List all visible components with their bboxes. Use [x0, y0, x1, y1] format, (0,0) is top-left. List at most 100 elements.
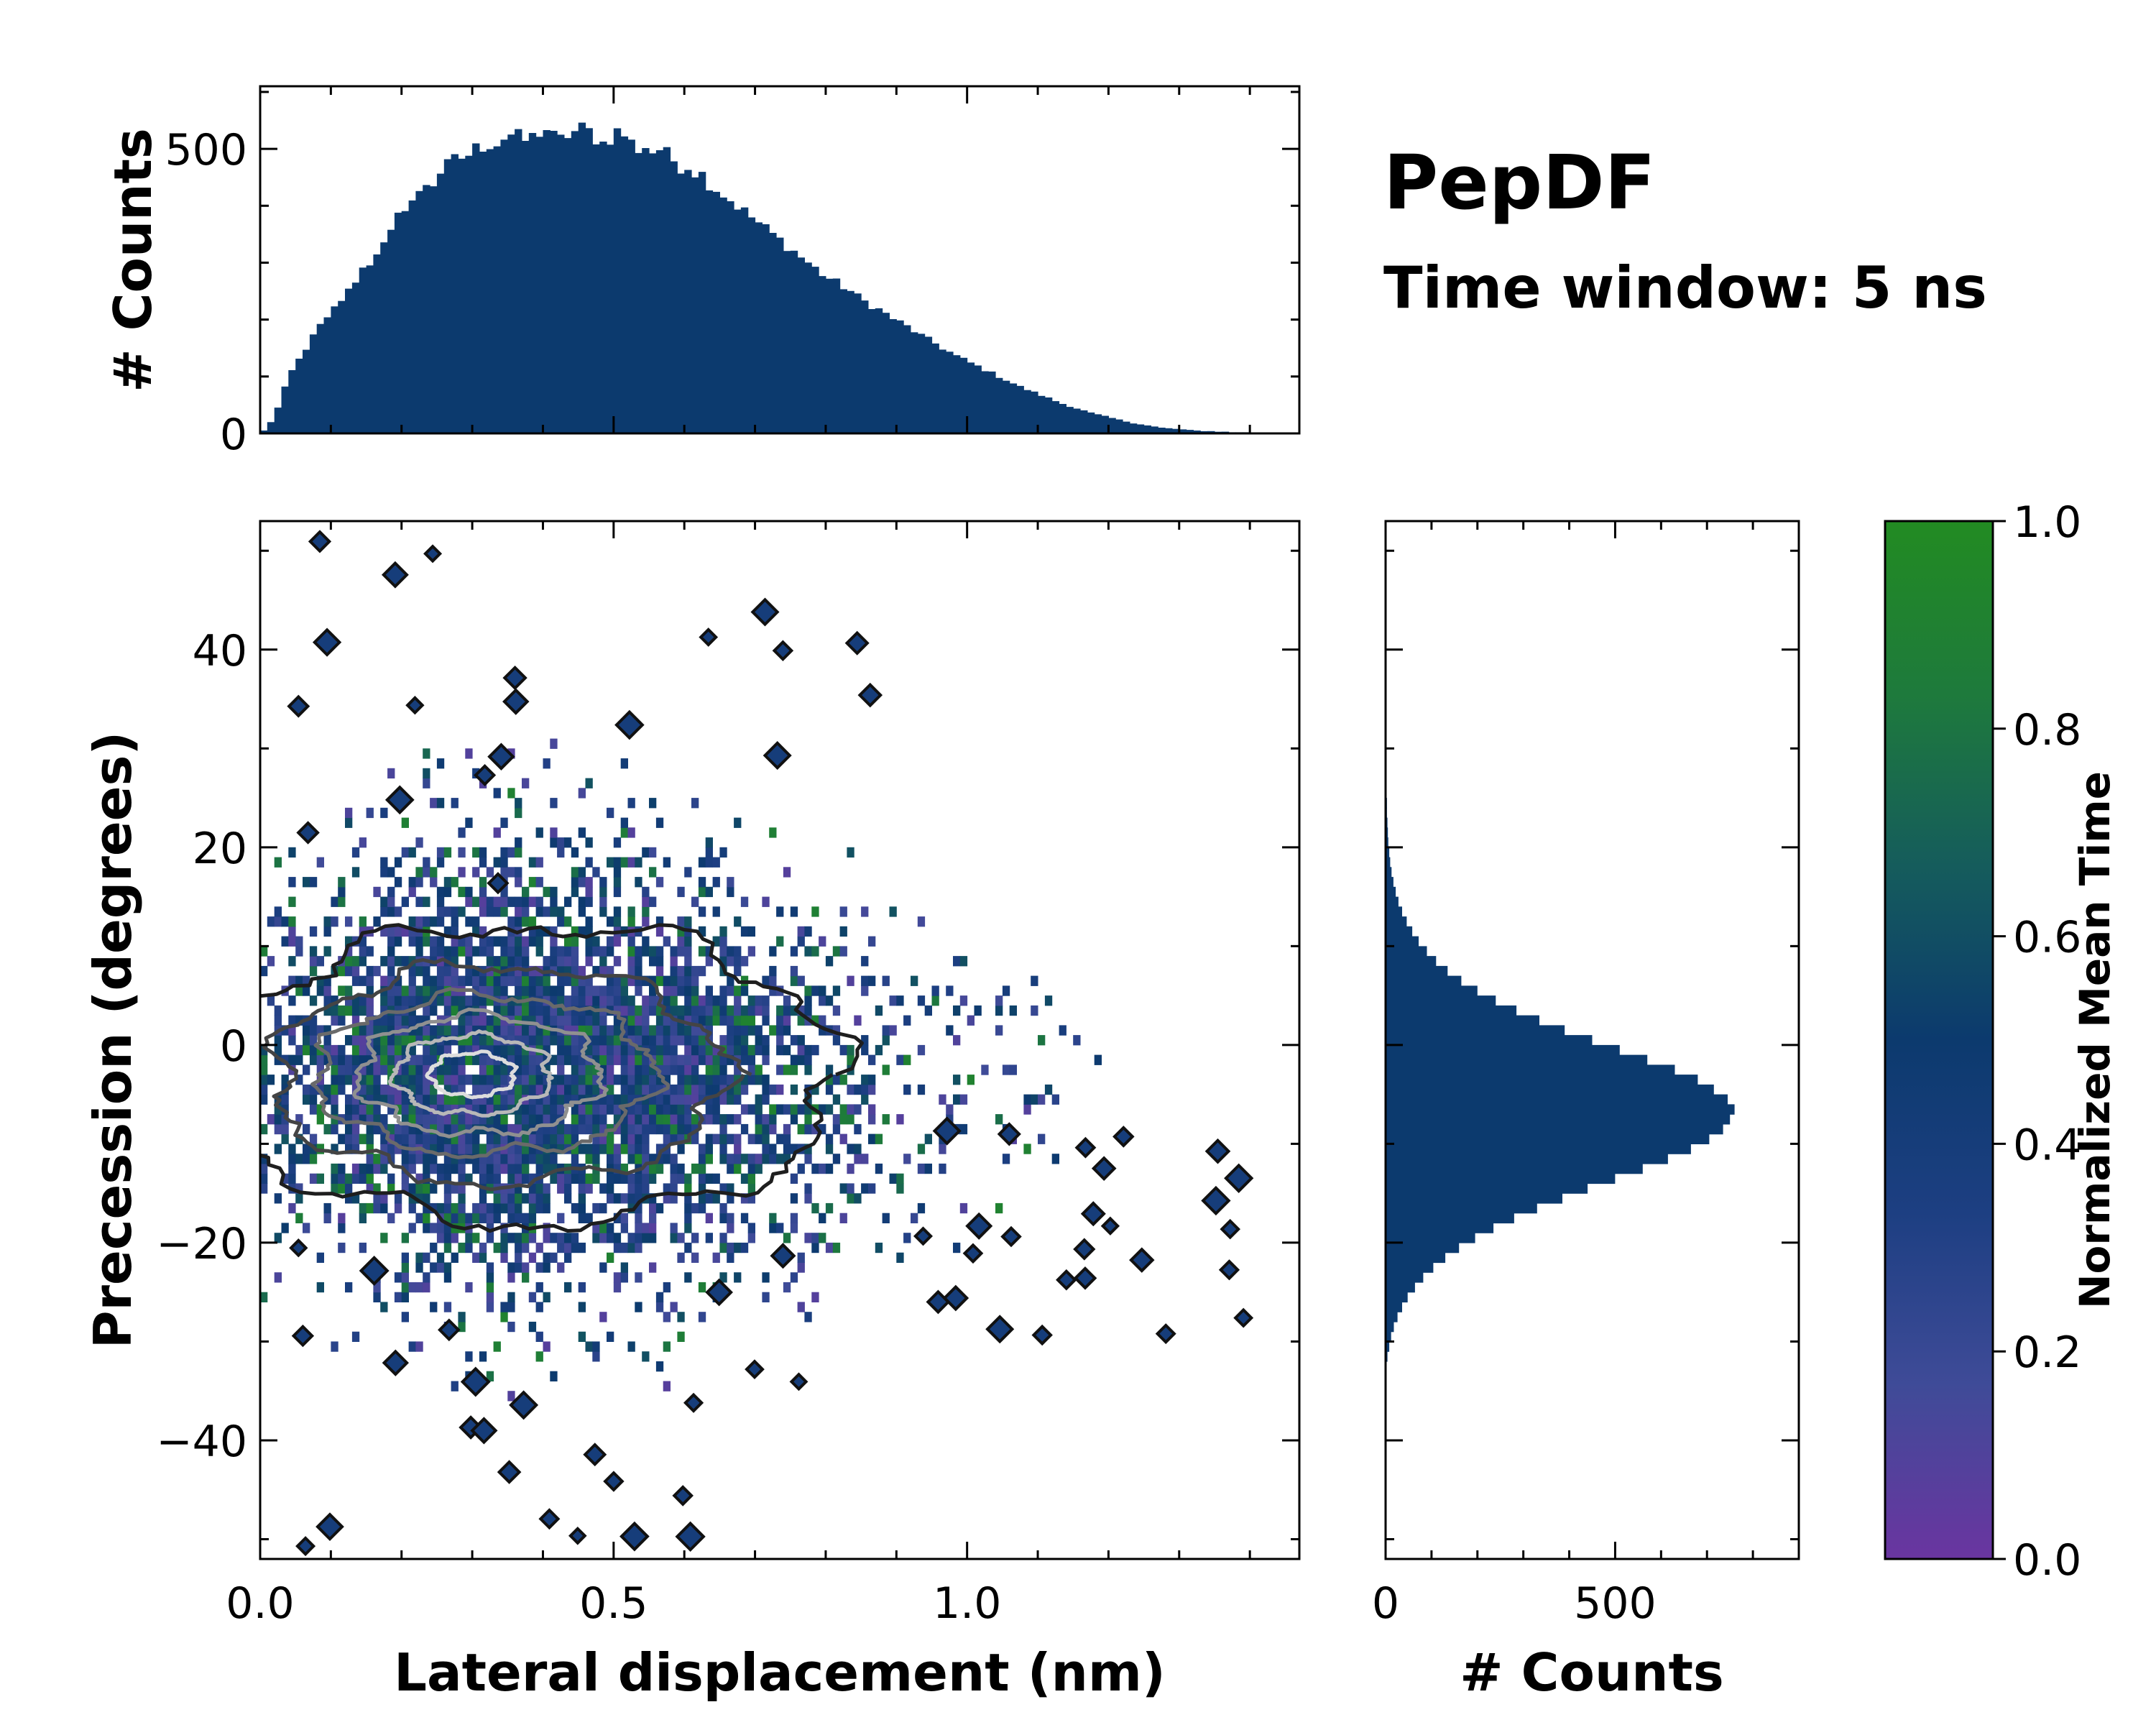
heatmap-cell [451, 1163, 459, 1174]
top-hist-bar [967, 362, 975, 433]
contour-island [1155, 1323, 1176, 1345]
heatmap-cell [443, 1104, 452, 1115]
heatmap-cell [515, 906, 522, 917]
heatmap-cell [423, 965, 430, 977]
heatmap-cell [627, 1094, 635, 1105]
heatmap-cell [387, 936, 395, 947]
heatmap-cell [436, 1075, 445, 1085]
heatmap-cell [804, 985, 812, 996]
heatmap-cell [493, 1025, 501, 1036]
heatmap-cell [691, 1005, 699, 1016]
heatmap-cell [500, 1252, 508, 1263]
heatmap-cell [486, 1223, 494, 1233]
top-hist-bar [946, 351, 954, 433]
heatmap-cell [797, 1252, 805, 1263]
heatmap-cell [790, 1005, 798, 1016]
heatmap-cell [338, 1054, 346, 1065]
heatmap-cell [550, 886, 558, 898]
heatmap-cell [797, 1054, 805, 1065]
heatmap-cell [642, 1233, 650, 1243]
heatmap-cell [443, 965, 452, 977]
heatmap-cell [507, 956, 515, 967]
heatmap-cell [564, 1035, 572, 1046]
heatmap-cell [776, 1223, 784, 1233]
heatmap-cell [359, 975, 367, 986]
heatmap-cell [479, 1025, 487, 1036]
heatmap-cell [642, 1123, 650, 1135]
heatmap-cell [635, 1183, 642, 1194]
heatmap-cell [351, 965, 360, 977]
top-hist-bar [303, 349, 310, 433]
heatmap-cell [734, 1064, 742, 1075]
top-hist-bar [1087, 412, 1095, 433]
heatmap-cell [1009, 1005, 1017, 1016]
heatmap-cell [472, 946, 480, 957]
heatmap-cell [719, 1015, 727, 1026]
heatmap-cell [493, 1193, 501, 1204]
heatmap-cell [839, 1114, 847, 1125]
heatmap-cell [500, 817, 508, 828]
heatmap-cell [691, 1025, 699, 1036]
heatmap-cell [613, 1213, 622, 1223]
heatmap-cell [288, 1025, 296, 1036]
heatmap-cell [507, 946, 515, 957]
heatmap-cell [649, 1084, 657, 1095]
heatmap-cell [734, 1015, 742, 1026]
top-hist-bar [1031, 391, 1038, 433]
heatmap-cell [557, 916, 565, 927]
heatmap-cell [663, 975, 671, 986]
heatmap-cell [670, 1133, 678, 1144]
heatmap-cell [755, 1005, 763, 1016]
contour-island [583, 1443, 607, 1467]
heatmap-cell [804, 946, 812, 957]
heatmap-cell [649, 1233, 657, 1243]
heatmap-cell [380, 956, 388, 967]
heatmap-cell [684, 1213, 692, 1223]
heatmap-cell [740, 1015, 749, 1026]
heatmap-cell [882, 1114, 890, 1125]
heatmap-cell [655, 1302, 664, 1312]
heatmap-cell [401, 1262, 409, 1273]
heatmap-cell [599, 1144, 607, 1154]
heatmap-cell [515, 916, 522, 927]
heatmap-cell [423, 1075, 430, 1085]
heatmap-cell [727, 1242, 734, 1254]
contour-island [384, 785, 415, 815]
heatmap-cell [684, 1202, 692, 1214]
heatmap-cell [543, 1104, 550, 1115]
heatmap-cell [522, 778, 530, 788]
heatmap-cell [684, 1193, 692, 1204]
top-hist-bar [1023, 390, 1031, 433]
heatmap-cell [486, 1044, 494, 1056]
heatmap-cell [917, 1163, 926, 1174]
heatmap-cell [564, 1173, 572, 1184]
heatmap-cell [338, 1183, 346, 1194]
heatmap-cell [535, 896, 543, 907]
heatmap-cell [868, 936, 876, 947]
heatmap-cell [825, 995, 834, 1006]
heatmap-cell [465, 1173, 473, 1184]
heatmap-cell [415, 1262, 423, 1273]
heatmap-cell [423, 1282, 430, 1293]
heatmap-cell [472, 896, 480, 907]
heatmap-cell [691, 1252, 699, 1263]
heatmap-cell [903, 1015, 911, 1026]
main-ytick-label: −20 [156, 1219, 247, 1269]
heatmap-cell [875, 1163, 883, 1174]
heatmap-cell [981, 1064, 989, 1075]
heatmap-cell [635, 1075, 642, 1085]
heatmap-cell [288, 916, 296, 927]
heatmap-cell [394, 1202, 402, 1214]
top-hist-bar [1002, 380, 1010, 433]
heatmap-cell [408, 886, 416, 898]
heatmap-cell [408, 1084, 416, 1095]
heatmap-cell [345, 817, 353, 828]
heatmap-cell [613, 906, 622, 917]
heatmap-cell [535, 946, 543, 957]
heatmap-cell [479, 946, 487, 957]
heatmap-cell [571, 995, 579, 1006]
heatmap-cell [528, 1064, 537, 1075]
heatmap-cell [719, 1272, 727, 1283]
heatmap-cell [500, 1104, 508, 1115]
heatmap-cell [684, 956, 692, 967]
